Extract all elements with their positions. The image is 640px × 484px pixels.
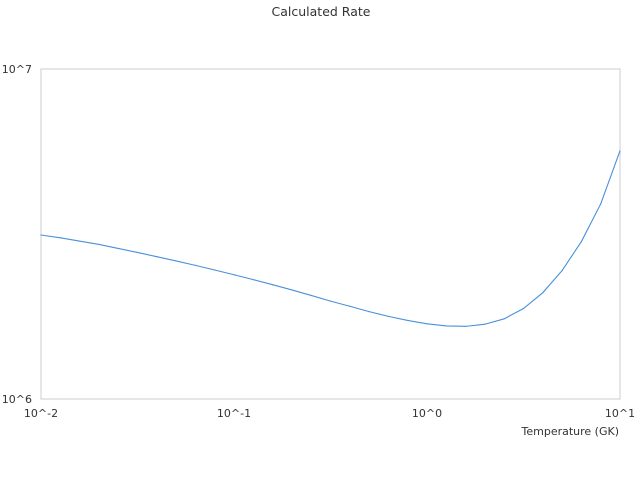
data-point: [426, 323, 428, 325]
x-tick-label: 10^0: [412, 407, 442, 420]
data-point: [445, 325, 447, 327]
data-point: [291, 289, 293, 291]
data-point: [310, 294, 312, 297]
data-point: [522, 307, 525, 310]
plot-frame: [40, 68, 621, 400]
data-point: [368, 311, 370, 313]
data-point: [542, 292, 544, 294]
data-point: [484, 323, 486, 325]
data-point: [252, 279, 254, 281]
data-point: [580, 240, 583, 243]
data-point: [619, 150, 621, 152]
data-points: [40, 150, 621, 327]
data-point: [387, 315, 390, 317]
data-point: [175, 260, 177, 262]
data-point: [40, 234, 42, 236]
data-point: [600, 203, 602, 205]
x-tick-label: 10^1: [605, 407, 635, 420]
x-axis-label: Temperature (GK): [521, 425, 620, 438]
data-point: [272, 284, 274, 286]
y-tick-label: 10^7: [2, 63, 32, 76]
x-tick-label: 10^-2: [24, 407, 58, 420]
data-point: [465, 325, 467, 327]
chart-title: Calculated Rate: [272, 4, 371, 19]
data-point: [349, 305, 351, 307]
data-point: [98, 243, 100, 246]
data-point: [136, 251, 139, 254]
series-line: [40, 150, 621, 327]
data-point: [329, 300, 332, 302]
data-point: [78, 240, 80, 242]
data-point: [233, 274, 235, 276]
data-point: [156, 256, 158, 258]
tick-labels: 10^-2 10^-1 10^0 10^1 10^6 10^7: [2, 63, 635, 420]
y-tick-label: 10^6: [2, 393, 32, 406]
data-point: [194, 264, 197, 266]
data-point: [59, 237, 61, 239]
data-point: [561, 269, 563, 272]
data-point: [117, 247, 119, 249]
data-point: [214, 269, 216, 271]
x-tick-label: 10^-1: [217, 407, 251, 420]
data-point: [503, 318, 505, 320]
data-point: [407, 319, 409, 322]
